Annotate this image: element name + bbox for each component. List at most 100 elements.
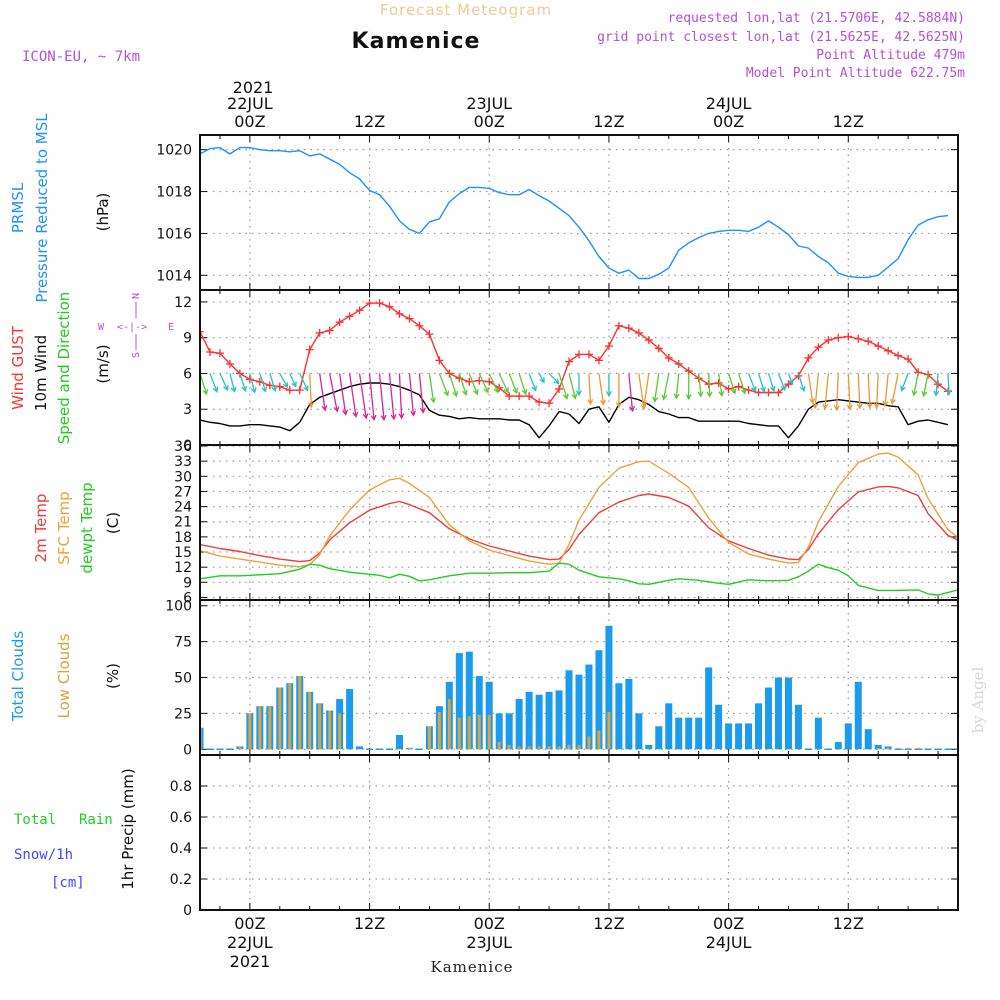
snow-label: Snow/1h [14,847,73,863]
wind-arrow-head [822,403,829,411]
wind-gust-marker [565,357,574,366]
wind-gust-marker [305,345,314,354]
clouds-plot-area [200,625,958,751]
wind-arrow-head [250,387,257,394]
wind-arrow [289,373,297,387]
wind-arrow [727,373,736,394]
wind-gust-marker [714,379,723,387]
wind-arrow [847,373,851,410]
total-cloud-bar [465,651,473,750]
precipitation-panel: 0 0.2 0.4 0.6 0.8 [170,754,959,919]
low-clouds-label: Low Clouds [55,633,73,718]
wind-arrow-head [571,393,578,400]
wind-arrow-head [788,378,794,385]
wind-gust-marker [265,381,274,390]
wind-arrow [448,373,458,397]
wind-plot-area [200,299,953,439]
total-cloud-bar [794,704,802,750]
temp-series-dewpt-temp [200,562,958,596]
total-cloud-bar [515,699,523,750]
precip-ytick-label: 0.4 [170,841,192,857]
compass-east-label: E [168,322,174,333]
wind-arrow-head [493,387,499,394]
low-cloud-bar [537,746,541,750]
wind-arrow [348,373,357,417]
compass-legend: W <-|-> E N S [98,293,174,358]
precip-ytick-label: 0.8 [170,779,192,795]
total-cloud-bar [356,746,364,750]
wind-speed-direction-label: Speed and Direction [55,292,73,445]
credit-watermark: by Angel [969,666,987,733]
wind-gust-marker [604,342,613,351]
top-year-label: 2021 [233,78,274,97]
wind-gust-marker [285,386,294,395]
low-cloud-bar [318,703,322,750]
top-hour-label: 12Z [354,112,385,131]
footer-location: Kamenice [431,958,514,976]
wind-gust-marker [834,333,843,342]
wind-arrow [269,373,276,391]
wind-arrow [209,373,218,392]
total-cloud-bar [745,723,753,750]
wind-arrow [643,373,650,406]
wind-arrow [518,373,527,395]
wind-gust-marker [515,392,524,401]
low-cloud-bar [248,713,252,750]
temp-ytick-label: 33 [174,454,192,470]
wind-arrow [398,373,403,419]
wind-arrow [875,373,879,408]
wind-arrow [588,373,592,404]
wind-arrow [867,373,871,408]
total-cloud-bar [685,717,693,750]
top-hour-label: 12Z [593,112,624,131]
wind-arrow [814,373,820,408]
low-cloud-bar [527,746,531,750]
wind-gust-marker [425,330,434,339]
total-cloud-bar [395,734,403,750]
wind-gust-marker [824,336,833,345]
wind-arrow [478,373,489,393]
wind-arrow-head [945,389,952,396]
wind-arrow [628,373,634,411]
wind-arrow-head [921,390,928,398]
temp-ytick-label: 6 [183,590,192,606]
wind-arrow [438,373,449,396]
wind-gust-marker [734,382,743,391]
wind-arrow [358,373,367,419]
wind-arrow-head [833,405,840,412]
pressure-unit-label: (hPa) [94,193,112,232]
temp-ytick-label: 21 [174,515,192,531]
wind-arrow-head [461,389,468,396]
requested-point: requested lon,lat (21.5706E, 42.5884N) [668,11,965,26]
wind-arrow [319,373,326,411]
wind-arrow-head [740,388,747,395]
top-date-label: 23JUL [466,94,512,113]
wind-arrow-head [503,387,509,394]
total-rain-label-rain: Rain [79,812,113,828]
pressure-ytick-label: 1018 [156,185,192,201]
bottom-hour-label: 12Z [354,914,385,933]
wind-gust-marker [814,343,823,352]
pressure-ytick-label: 1014 [156,268,192,284]
snow-unit-label: [cm] [51,875,85,891]
total-cloud-bar [834,742,842,750]
wind-arrow-head [321,405,328,412]
wind-arrow-head [430,397,436,404]
pressure-label-msl: Pressure Reduced to MSL [33,113,51,303]
temp-2m-label: 2m Temp [32,494,50,563]
wind-arrow-head [202,388,209,396]
wind-arrow [338,373,347,415]
wind-ytick-label: 0 [183,438,192,454]
total-cloud-bar [495,713,503,750]
low-cloud-bar [308,691,312,750]
wind-frame [199,289,959,446]
wind-arrow [777,373,786,391]
wind-gust-marker [375,299,384,308]
wind-gust-marker [904,355,913,364]
low-cloud-bar [487,714,491,750]
wind-gust-marker [754,388,763,397]
wind-arrow-head [730,388,737,395]
total-cloud-bar [874,744,882,750]
